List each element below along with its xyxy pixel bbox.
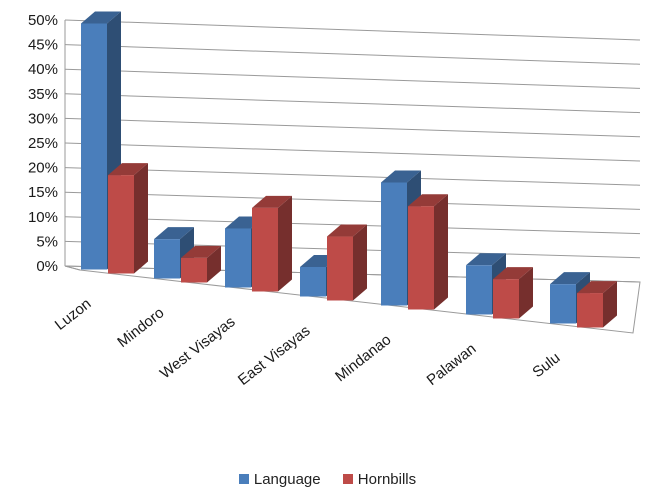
bar-side xyxy=(434,194,448,310)
y-tick-label: 50% xyxy=(28,12,58,29)
bar-side xyxy=(278,195,292,292)
x-tick-label: West Visayas xyxy=(157,313,239,382)
y-tick-label: 35% xyxy=(28,86,58,103)
legend-label-language: Language xyxy=(253,471,321,488)
bar-top xyxy=(181,245,221,258)
bar-top xyxy=(327,224,367,237)
bar-hornbills-palawan xyxy=(493,267,533,319)
bar-top xyxy=(493,267,533,280)
y-tick-label: 25% xyxy=(28,135,58,152)
bar-front xyxy=(550,284,576,324)
bar-top xyxy=(466,253,506,266)
bar-front xyxy=(577,293,603,328)
bar-side xyxy=(519,267,533,319)
legend: Language Hornbills xyxy=(0,471,655,488)
bar-front xyxy=(154,239,180,279)
y-tick-label: 30% xyxy=(28,110,58,127)
bar-front xyxy=(300,266,326,297)
legend-swatch-language xyxy=(238,474,249,484)
bar-hornbills-mindanao xyxy=(408,194,448,310)
bar-front xyxy=(466,265,492,315)
bar-front xyxy=(252,207,278,292)
gridline xyxy=(64,142,641,162)
bar-top xyxy=(108,163,148,176)
x-tick-label: Luzon xyxy=(52,295,95,334)
y-tick-label: 5% xyxy=(36,233,58,250)
y-tick-label: 10% xyxy=(28,209,58,226)
bar-front xyxy=(408,206,434,310)
legend-swatch-hornbills xyxy=(342,474,353,484)
bars xyxy=(81,11,617,328)
gridline xyxy=(64,191,641,210)
bar-top xyxy=(577,281,617,294)
x-tick-label: East Visayas xyxy=(235,322,314,389)
legend-item-language: Language xyxy=(238,471,321,488)
bar-top xyxy=(550,272,590,285)
bar-front xyxy=(381,182,407,306)
x-tick-label: Mindanao xyxy=(332,331,394,385)
bar-front xyxy=(81,23,107,270)
bar-hornbills-mindoro xyxy=(181,245,221,283)
bar-front xyxy=(181,257,207,283)
y-tick-label: 0% xyxy=(36,258,58,275)
bar-front xyxy=(108,175,134,274)
y-tick-label: 15% xyxy=(28,184,58,201)
bar-side xyxy=(603,281,617,328)
bar-side xyxy=(134,163,148,274)
x-tick-label: Mindoro xyxy=(114,304,167,351)
x-tick-label: Sulu xyxy=(529,349,563,381)
y-tick-label: 40% xyxy=(28,61,58,78)
y-tick-label: 20% xyxy=(28,160,58,177)
bar-top xyxy=(252,195,292,208)
bar-top xyxy=(381,170,421,183)
bar-top xyxy=(81,11,121,24)
bar-hornbills-east-visayas xyxy=(327,224,367,301)
bar-front xyxy=(225,228,251,288)
gridline xyxy=(64,68,641,89)
bar-front xyxy=(327,236,353,301)
bar-top xyxy=(408,194,448,207)
gridline xyxy=(64,19,641,41)
bar-front xyxy=(493,279,519,319)
legend-item-hornbills: Hornbills xyxy=(342,471,417,488)
bar-side xyxy=(207,245,221,283)
bar-side xyxy=(353,224,367,301)
y-tick-label: 45% xyxy=(28,37,58,54)
bar-hornbills-west-visayas xyxy=(252,195,292,292)
gridline xyxy=(64,93,641,114)
bar-hornbills-sulu xyxy=(577,281,617,328)
gridline xyxy=(64,167,641,186)
x-tick-label: Palawan xyxy=(424,340,480,389)
floor-edge xyxy=(64,265,81,271)
legend-label-hornbills: Hornbills xyxy=(357,471,417,488)
bar-hornbills-luzon xyxy=(108,163,148,274)
gridline xyxy=(64,44,641,65)
gridline xyxy=(64,117,641,138)
bar-top xyxy=(154,227,194,240)
y-axis: 0% 5% 10% 15% 20% 25% 30% 35% 40% 45% 50% xyxy=(28,12,58,275)
